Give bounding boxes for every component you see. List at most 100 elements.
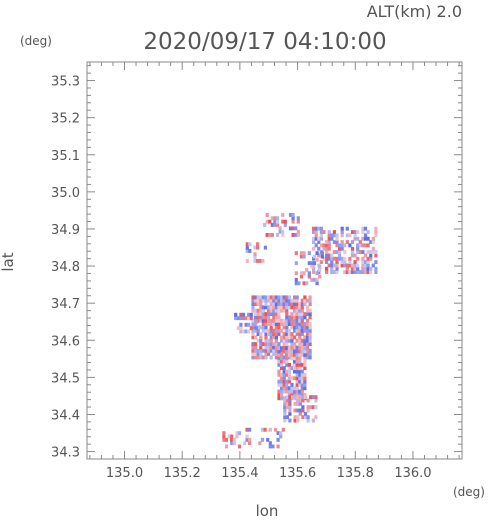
echo-cell-main-body-upper: [259, 338, 263, 343]
echo-cell-main-body-upper: [269, 325, 273, 330]
echo-cell-north-cluster: [296, 216, 300, 221]
echo-cell-north-cluster: [273, 223, 277, 227]
echo-cell-west-fragments: [258, 259, 262, 263]
echo-cell-left-arm: [247, 322, 251, 327]
echo-cell-southwest-specks: [235, 431, 239, 436]
echo-cell-main-body-upper: [259, 355, 263, 360]
echo-cell-main-body-upper: [298, 332, 302, 336]
echo-cell-main-body-upper: [264, 348, 268, 353]
echo-cell-main-body-lower: [277, 389, 281, 394]
echo-cell-main-body-upper: [256, 298, 260, 303]
echo-cell-main-body-upper: [290, 318, 294, 323]
echo-cell-northeast-band: [361, 266, 365, 271]
echo-cell-main-body-upper: [256, 332, 260, 336]
echo-cell-main-body-upper: [274, 315, 278, 320]
echo-cell-main-body-lower: [298, 389, 302, 394]
echo-cell-left-arm: [239, 316, 243, 321]
echo-cell-main-body-lower: [280, 389, 284, 394]
echo-cell-main-body-upper: [264, 345, 268, 350]
echo-cell-northeast-band: [317, 226, 321, 231]
echo-cell-main-body-lower: [287, 366, 291, 371]
echo-cell-north-cluster: [283, 219, 287, 224]
echo-cell-south-specks: [279, 431, 283, 436]
echo-cell-main-body-upper: [280, 328, 284, 333]
echo-cell-northeast-band: [327, 240, 331, 244]
echo-cell-main-body-lower: [300, 369, 304, 374]
echo-cell-main-body-tail: [301, 405, 305, 410]
echo-cell-north-cluster: [275, 216, 280, 221]
echo-cell-north-cluster: [275, 233, 280, 237]
echo-cell-central-ring: [302, 251, 306, 256]
echo-cell-main-body-upper: [277, 328, 281, 333]
echo-cell-main-body-tail: [283, 411, 287, 416]
echo-cell-northeast-band: [335, 256, 339, 261]
echo-cell-central-ring: [294, 261, 298, 266]
echo-cell-main-body-upper: [256, 308, 260, 313]
echo-cell-main-body-upper: [274, 355, 278, 360]
echo-cell-northeast-band: [366, 250, 370, 254]
echo-cell-main-body-upper: [285, 312, 289, 316]
echo-cell-main-body-tail: [314, 405, 318, 410]
echo-cell-main-body-upper: [298, 308, 302, 313]
echo-cell-main-body-lower: [287, 393, 291, 397]
echo-cell-south-specks: [258, 441, 262, 446]
echo-cell-main-body-upper: [277, 305, 281, 310]
echo-cell-southwest-specks: [237, 431, 242, 436]
echo-cell-main-body-upper: [259, 352, 263, 356]
echo-cell-central-ring: [294, 277, 298, 282]
echo-cell-main-body-lower: [295, 369, 299, 374]
echo-cell-main-body-upper: [277, 332, 281, 336]
echo-cell-northeast-band: [350, 253, 355, 258]
echo-cell-main-body-upper: [293, 345, 297, 350]
echo-cell-main-body-upper: [305, 352, 310, 356]
echo-cell-main-body-lower: [298, 376, 302, 381]
echo-cell-main-body-upper: [303, 325, 307, 330]
echo-cell-main-body-lower: [282, 369, 286, 374]
echo-cell-northeast-band: [335, 266, 339, 271]
echo-cell-main-body-upper: [300, 315, 304, 320]
echo-cell-northeast-band: [363, 260, 368, 264]
echo-cell-southwest-specks: [232, 441, 236, 446]
echo-cell-central-ring: [297, 281, 301, 286]
echo-cell-main-body-upper: [256, 338, 260, 343]
echo-cell-northeast-band: [366, 236, 370, 241]
echo-cell-main-body-upper: [295, 302, 299, 306]
echo-cell-central-ring: [310, 261, 314, 266]
echo-cell-main-body-lower: [287, 352, 291, 357]
echo-cell-main-body-tail: [298, 411, 302, 416]
echo-cell-main-body-upper: [254, 312, 258, 316]
echo-cell-main-body-upper: [261, 318, 265, 323]
echo-cell-main-body-upper: [251, 302, 255, 306]
echo-cell-main-body-lower: [293, 393, 297, 397]
echo-cell-central-ring: [299, 254, 304, 259]
y-tick-label: 34.5: [51, 371, 80, 386]
echo-cell-northeast-band: [330, 263, 334, 268]
echo-cell-main-body-upper: [259, 318, 263, 323]
echo-cell-main-body-upper: [303, 342, 307, 346]
echo-cell-main-body-upper: [287, 322, 291, 326]
echo-cell-main-body-upper: [251, 332, 255, 336]
echo-cell-main-body-lower: [285, 356, 289, 361]
echo-cell-main-body-lower: [303, 349, 307, 354]
echo-cell-main-body-tail: [293, 408, 297, 413]
echo-cell-main-body-tail: [283, 398, 287, 403]
echo-cell-main-body-upper: [256, 295, 260, 300]
echo-cell-north-cluster: [270, 216, 274, 221]
echo-cell-northeast-band: [369, 253, 373, 258]
echo-cell-main-body-lower: [287, 362, 291, 367]
echo-cell-main-body-upper: [256, 355, 260, 360]
echo-cell-northeast-band: [348, 243, 352, 248]
echo-cell-main-body-upper: [282, 308, 286, 313]
echo-cell-main-body-upper: [267, 348, 271, 353]
echo-cell-main-body-upper: [282, 322, 286, 326]
echo-cell-main-body-upper: [280, 318, 284, 323]
echo-cell-northeast-band: [353, 260, 357, 264]
echo-cell-main-body-lower: [280, 379, 284, 384]
echo-cell-central-ring: [302, 254, 306, 259]
y-tick-label: 34.7: [51, 297, 80, 312]
echo-cell-main-body-upper: [295, 305, 299, 310]
echo-cell-northeast-band: [343, 256, 347, 261]
echo-cell-main-body-upper: [298, 322, 302, 326]
echo-cell-main-body-upper: [293, 325, 297, 330]
echo-cell-main-body-lower: [295, 386, 299, 391]
